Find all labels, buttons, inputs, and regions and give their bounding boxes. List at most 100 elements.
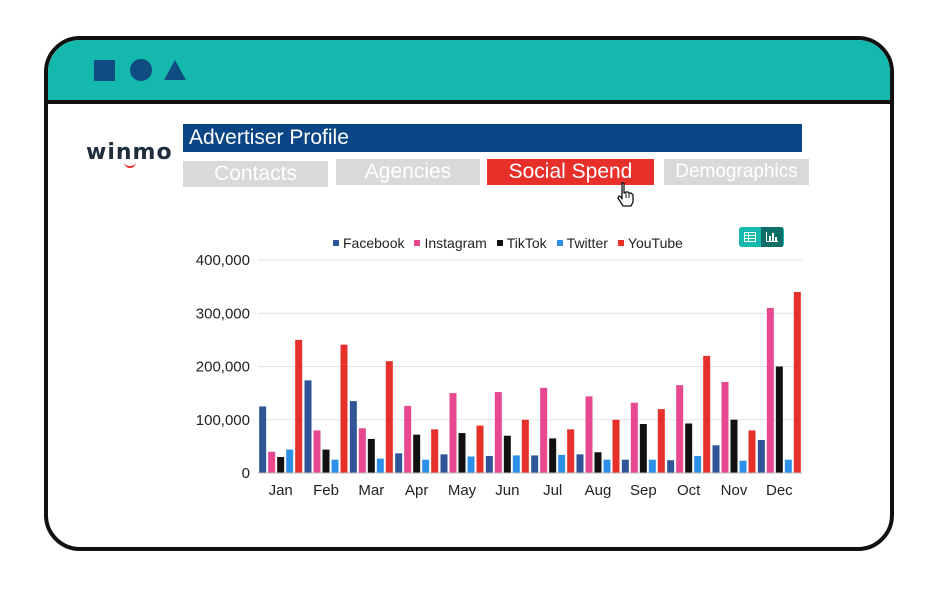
legend-label: Instagram: [424, 235, 487, 251]
bar-youtube-may[interactable]: [476, 425, 484, 473]
y-tick-label: 100,000: [196, 412, 250, 429]
bar-instagram-jan[interactable]: [268, 451, 276, 473]
table-view-button[interactable]: [739, 227, 761, 247]
bar-instagram-feb[interactable]: [313, 430, 321, 473]
triangle-icon: [164, 60, 186, 80]
chart-view-button[interactable]: [761, 227, 783, 247]
bar-twitter-jul[interactable]: [558, 454, 566, 473]
x-tick-label: Jul: [543, 482, 562, 499]
bar-instagram-jun[interactable]: [494, 392, 502, 473]
legend-item-instagram[interactable]: Instagram: [414, 235, 487, 251]
bar-instagram-aug[interactable]: [585, 396, 593, 473]
legend-label: TikTok: [506, 235, 547, 251]
bar-tiktok-dec[interactable]: [775, 366, 783, 474]
bar-youtube-nov[interactable]: [748, 430, 756, 473]
bar-tiktok-mar[interactable]: [367, 438, 375, 473]
tab-agencies[interactable]: Agencies: [336, 159, 480, 185]
bar-twitter-mar[interactable]: [376, 458, 384, 473]
bar-tiktok-feb[interactable]: [322, 449, 330, 473]
bar-tiktok-may[interactable]: [458, 433, 466, 473]
bar-tiktok-jul[interactable]: [549, 438, 557, 473]
bar-tiktok-jun[interactable]: [503, 435, 511, 473]
bar-facebook-feb[interactable]: [304, 380, 312, 473]
bar-twitter-feb[interactable]: [331, 459, 339, 473]
bar-twitter-oct[interactable]: [694, 455, 702, 473]
legend-item-twitter[interactable]: Twitter: [556, 235, 608, 251]
bar-facebook-jan[interactable]: [259, 406, 267, 473]
circle-icon: [130, 59, 152, 81]
bar-youtube-oct[interactable]: [703, 355, 711, 473]
y-tick-label: 0: [242, 465, 250, 482]
tab-demographics[interactable]: Demographics: [664, 159, 809, 185]
bar-twitter-jun[interactable]: [512, 455, 520, 473]
x-tick-label: Feb: [313, 482, 339, 499]
bar-facebook-jun[interactable]: [485, 455, 493, 473]
x-tick-label: Sep: [630, 482, 657, 499]
bar-twitter-may[interactable]: [467, 456, 475, 473]
bar-tiktok-aug[interactable]: [594, 452, 602, 473]
bar-tiktok-jan[interactable]: [277, 457, 285, 473]
chart-legend: Facebook Instagram TikTok Twitter YouTub…: [333, 235, 683, 251]
x-tick-label: Jan: [269, 482, 293, 499]
square-icon: [94, 60, 115, 81]
bar-instagram-mar[interactable]: [358, 428, 366, 473]
x-tick-label: Apr: [405, 482, 428, 499]
legend-swatch: [333, 240, 339, 246]
bar-twitter-dec[interactable]: [784, 459, 792, 473]
x-tick-label: Nov: [721, 482, 748, 499]
tab-social-spend[interactable]: Social Spend: [487, 159, 654, 185]
legend-item-youtube[interactable]: YouTube: [617, 235, 683, 251]
page-title: Advertiser Profile: [183, 124, 802, 152]
legend-label: Twitter: [566, 235, 608, 251]
bar-instagram-apr[interactable]: [404, 405, 412, 473]
legend-item-tiktok[interactable]: TikTok: [496, 235, 547, 251]
window-titlebar: [48, 40, 890, 104]
x-tick-label: May: [448, 482, 477, 499]
bar-youtube-feb[interactable]: [340, 344, 348, 473]
bar-instagram-dec[interactable]: [766, 307, 774, 473]
bar-youtube-jul[interactable]: [567, 429, 575, 473]
bar-instagram-jul[interactable]: [540, 387, 548, 473]
legend-item-facebook[interactable]: Facebook: [333, 235, 404, 251]
bar-facebook-aug[interactable]: [576, 454, 584, 473]
x-tick-label: Mar: [358, 482, 384, 499]
bar-facebook-jul[interactable]: [531, 455, 539, 473]
legend-swatch: [617, 240, 624, 246]
bar-instagram-may[interactable]: [449, 393, 457, 473]
bar-facebook-mar[interactable]: [349, 401, 357, 473]
bar-twitter-jan[interactable]: [286, 449, 294, 473]
legend-label: Facebook: [343, 235, 405, 251]
bar-tiktok-nov[interactable]: [730, 419, 738, 473]
bar-youtube-sep[interactable]: [657, 409, 665, 473]
bar-facebook-may[interactable]: [440, 454, 448, 473]
chart-view-icon: [766, 232, 778, 242]
bar-youtube-jun[interactable]: [521, 419, 529, 473]
bar-youtube-aug[interactable]: [612, 419, 620, 473]
bar-facebook-dec[interactable]: [757, 439, 765, 473]
bar-twitter-sep[interactable]: [648, 459, 656, 473]
bar-instagram-sep[interactable]: [630, 402, 638, 473]
bar-tiktok-oct[interactable]: [685, 423, 693, 473]
bar-twitter-nov[interactable]: [739, 460, 747, 473]
legend-swatch: [414, 240, 421, 246]
legend-label: YouTube: [627, 235, 683, 251]
legend-swatch: [556, 240, 563, 246]
bar-tiktok-sep[interactable]: [639, 424, 647, 473]
bar-facebook-sep[interactable]: [621, 459, 629, 473]
tab-contacts[interactable]: Contacts: [183, 161, 328, 187]
bar-youtube-apr[interactable]: [431, 429, 439, 473]
bar-youtube-jan[interactable]: [295, 339, 303, 473]
bar-facebook-nov[interactable]: [712, 445, 720, 473]
bar-facebook-apr[interactable]: [395, 453, 403, 473]
bar-facebook-oct[interactable]: [667, 460, 675, 473]
x-tick-label: Jun: [495, 482, 519, 499]
bar-instagram-oct[interactable]: [676, 385, 684, 473]
bar-youtube-mar[interactable]: [385, 361, 393, 473]
bar-tiktok-apr[interactable]: [413, 434, 421, 473]
bar-twitter-apr[interactable]: [422, 459, 430, 473]
bar-twitter-aug[interactable]: [603, 459, 611, 473]
bar-youtube-dec[interactable]: [793, 291, 801, 473]
legend-swatch: [496, 240, 503, 246]
bar-instagram-nov[interactable]: [721, 381, 729, 473]
